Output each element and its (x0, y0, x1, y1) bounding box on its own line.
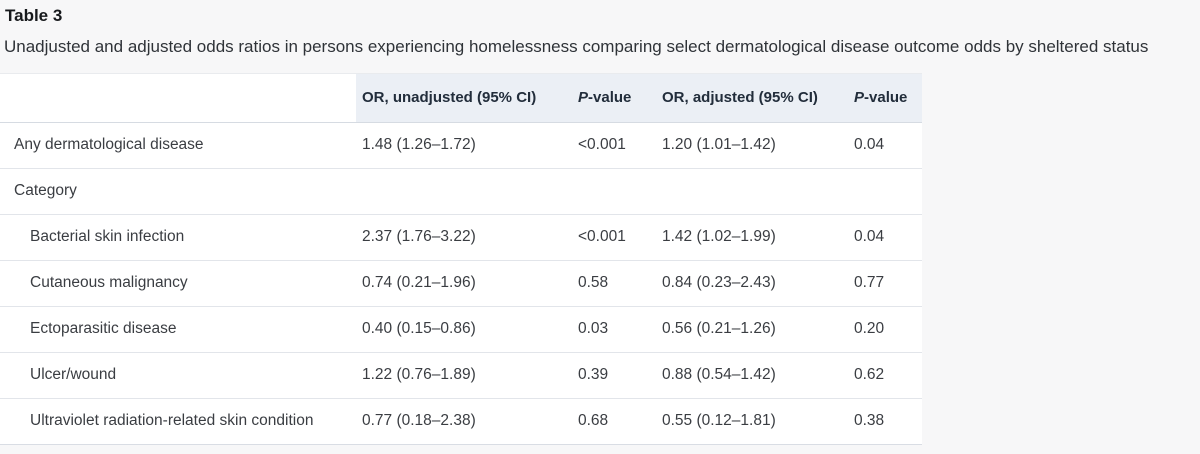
row-label: Bacterial skin infection (0, 214, 356, 261)
article-table-section: Table 3 Unadjusted and adjusted odds rat… (0, 6, 1200, 454)
or-adjusted-value: 0.84 (0.23–2.43) (656, 260, 848, 307)
or-adjusted-value: 0.55 (0.12–1.81) (656, 398, 848, 445)
odds-ratio-table: OR, unadjusted (95% CI) P-value OR, adju… (0, 72, 922, 445)
row-label: Any dermatological disease (0, 122, 356, 169)
or-unadjusted-value: 2.37 (1.76–3.22) (356, 214, 572, 261)
table-row: Ultraviolet radiation-related skin condi… (0, 398, 922, 445)
table-row-category-heading: Category (0, 168, 922, 215)
p-adjusted-value: 0.38 (848, 398, 922, 445)
column-header-or-unadjusted: OR, unadjusted (95% CI) (356, 73, 572, 123)
p-unadjusted-value: 0.58 (572, 260, 656, 307)
table-header-row: OR, unadjusted (95% CI) P-value OR, adju… (0, 73, 922, 123)
table-caption: Unadjusted and adjusted odds ratios in p… (4, 37, 1149, 57)
p-unadjusted-value (572, 168, 656, 215)
column-header-p-value-adjusted: P-value (848, 73, 922, 123)
or-adjusted-value: 1.42 (1.02–1.99) (656, 214, 848, 261)
p-unadjusted-value: 0.68 (572, 398, 656, 445)
row-label: Ectoparasitic disease (0, 306, 356, 353)
p-unadjusted-value: 0.39 (572, 352, 656, 399)
or-unadjusted-value: 0.40 (0.15–0.86) (356, 306, 572, 353)
p-adjusted-value: 0.62 (848, 352, 922, 399)
table-row: Bacterial skin infection 2.37 (1.76–3.22… (0, 214, 922, 261)
row-label: Ulcer/wound (0, 352, 356, 399)
or-unadjusted-value (356, 168, 572, 215)
row-label: Category (0, 168, 356, 215)
or-unadjusted-value: 1.22 (0.76–1.89) (356, 352, 572, 399)
or-adjusted-value: 0.88 (0.54–1.42) (656, 352, 848, 399)
table-row: Cutaneous malignancy 0.74 (0.21–1.96) 0.… (0, 260, 922, 307)
p-unadjusted-value: <0.001 (572, 214, 656, 261)
p-value-label-rest: -value (864, 89, 908, 107)
p-value-italic-prefix: P (854, 89, 865, 107)
row-label: Ultraviolet radiation-related skin condi… (0, 398, 356, 445)
table-row: Ectoparasitic disease 0.40 (0.15–0.86) 0… (0, 306, 922, 353)
p-adjusted-value: 0.20 (848, 306, 922, 353)
p-value-label-rest: -value (588, 89, 632, 107)
table-title: Table 3 (5, 6, 63, 25)
or-unadjusted-value: 0.77 (0.18–2.38) (356, 398, 572, 445)
row-label: Cutaneous malignancy (0, 260, 356, 307)
table-row: Any dermatological disease 1.48 (1.26–1.… (0, 122, 922, 169)
column-header-p-value-unadjusted: P-value (572, 73, 656, 123)
or-unadjusted-value: 1.48 (1.26–1.72) (356, 122, 572, 169)
column-header-empty (0, 73, 356, 123)
p-value-italic-prefix: P (578, 89, 589, 107)
column-header-or-adjusted: OR, adjusted (95% CI) (656, 73, 848, 123)
p-adjusted-value: 0.04 (848, 122, 922, 169)
or-adjusted-value: 1.20 (1.01–1.42) (656, 122, 848, 169)
p-adjusted-value (848, 168, 922, 215)
table-row: Ulcer/wound 1.22 (0.76–1.89) 0.39 0.88 (… (0, 352, 922, 399)
p-adjusted-value: 0.04 (848, 214, 922, 261)
p-unadjusted-value: <0.001 (572, 122, 656, 169)
p-unadjusted-value: 0.03 (572, 306, 656, 353)
or-adjusted-value: 0.56 (0.21–1.26) (656, 306, 848, 353)
or-adjusted-value (656, 168, 848, 215)
or-unadjusted-value: 0.74 (0.21–1.96) (356, 260, 572, 307)
p-adjusted-value: 0.77 (848, 260, 922, 307)
